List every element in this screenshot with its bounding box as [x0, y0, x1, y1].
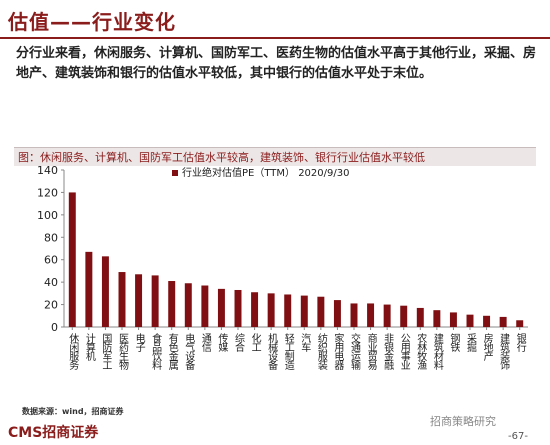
- x-tick-label: 钢铁: [448, 332, 460, 353]
- data-source: 数据来源：wind，招商证券: [22, 407, 124, 416]
- x-tick-label: 电子: [133, 332, 145, 352]
- page-title: 估值——行业变化: [8, 10, 176, 34]
- x-tick-label: 国防军工: [100, 333, 112, 369]
- figure-caption-bar: [14, 147, 536, 166]
- bar: [367, 303, 375, 327]
- bar: [516, 320, 524, 327]
- brand-logo: CMS招商证券: [8, 425, 99, 441]
- x-tick-label: 休闲服务: [67, 333, 79, 371]
- y-tick-label: 140: [37, 164, 58, 177]
- bar: [267, 293, 275, 327]
- bar: [217, 288, 225, 327]
- y-tick-label: 20: [44, 299, 58, 312]
- x-tick-label: 机械设备: [266, 332, 278, 371]
- bar: [449, 312, 457, 327]
- x-tick-label: 商业贸易: [365, 332, 377, 371]
- bar: [68, 192, 76, 327]
- bar: [466, 314, 474, 327]
- title-divider: [0, 37, 550, 39]
- x-tick-label: 交通运输: [349, 332, 361, 371]
- y-tick-label: 60: [44, 254, 58, 267]
- bar: [350, 303, 358, 327]
- legend-label: 行业绝对估值PE（TTM） 2020/9/30: [182, 166, 349, 179]
- x-tick-label: 汽车: [299, 332, 311, 353]
- bar: [383, 304, 391, 327]
- bar: [483, 315, 491, 327]
- bar: [135, 274, 143, 327]
- bar: [416, 307, 424, 327]
- summary-paragraph: 分行业来看，休闲服务、计算机、国防军工、医药生物的估值水平高于其他行业，采掘、房…: [16, 46, 537, 81]
- wechat-account: 招商策略研究: [430, 415, 496, 428]
- legend-swatch: [172, 170, 178, 176]
- bar: [317, 296, 325, 327]
- x-tick-label: 非银金融: [382, 333, 394, 371]
- x-tick-label: 传媒: [216, 333, 228, 353]
- x-tick-label: 计算机: [83, 332, 95, 362]
- y-tick-label: 40: [44, 276, 58, 289]
- bar: [151, 275, 159, 327]
- bar: [400, 305, 408, 327]
- x-tick-label: 通信: [199, 333, 211, 353]
- bar: [85, 251, 93, 327]
- bar: [184, 283, 192, 327]
- bar: [201, 285, 209, 327]
- bar: [499, 316, 507, 327]
- bar: [101, 256, 109, 327]
- x-tick-label: 化工: [249, 332, 261, 351]
- x-tick-label: 有色金属: [166, 332, 178, 371]
- bar: [284, 294, 292, 327]
- x-tick-label: 公用事业: [398, 333, 410, 370]
- x-tick-label: 银行: [514, 332, 526, 353]
- x-tick-label: 房地产: [481, 332, 493, 362]
- bar: [433, 310, 441, 327]
- bar: [251, 292, 259, 327]
- x-tick-label: 食品饮料: [150, 332, 162, 371]
- x-tick-label: 纺织服装: [315, 332, 327, 371]
- bar: [118, 272, 126, 327]
- bar: [234, 289, 242, 327]
- page-number: -67-: [508, 431, 528, 442]
- bar: [333, 300, 341, 327]
- x-tick-label: 综合: [233, 332, 245, 353]
- y-tick-label: 100: [37, 209, 58, 222]
- y-tick-label: 0: [51, 321, 58, 334]
- bar: [168, 281, 176, 327]
- x-tick-label: 采掘: [465, 333, 477, 353]
- x-tick-label: 建筑材料: [431, 332, 443, 371]
- figure-caption: 图：休闲服务、计算机、国防军工估值水平较高，建筑装饰、银行行业估值水平较低: [18, 151, 425, 164]
- bar: [300, 295, 308, 327]
- y-tick-label: 80: [44, 231, 58, 244]
- x-tick-label: 农林牧渔: [415, 332, 427, 371]
- x-tick-label: 医药生物: [117, 333, 129, 371]
- y-tick-label: 120: [37, 186, 58, 199]
- x-tick-label: 轻工制造: [282, 332, 294, 370]
- x-tick-label: 建筑装饰: [498, 332, 510, 371]
- x-tick-label: 家用电器: [332, 332, 344, 371]
- x-tick-label: 电气设备: [183, 332, 195, 371]
